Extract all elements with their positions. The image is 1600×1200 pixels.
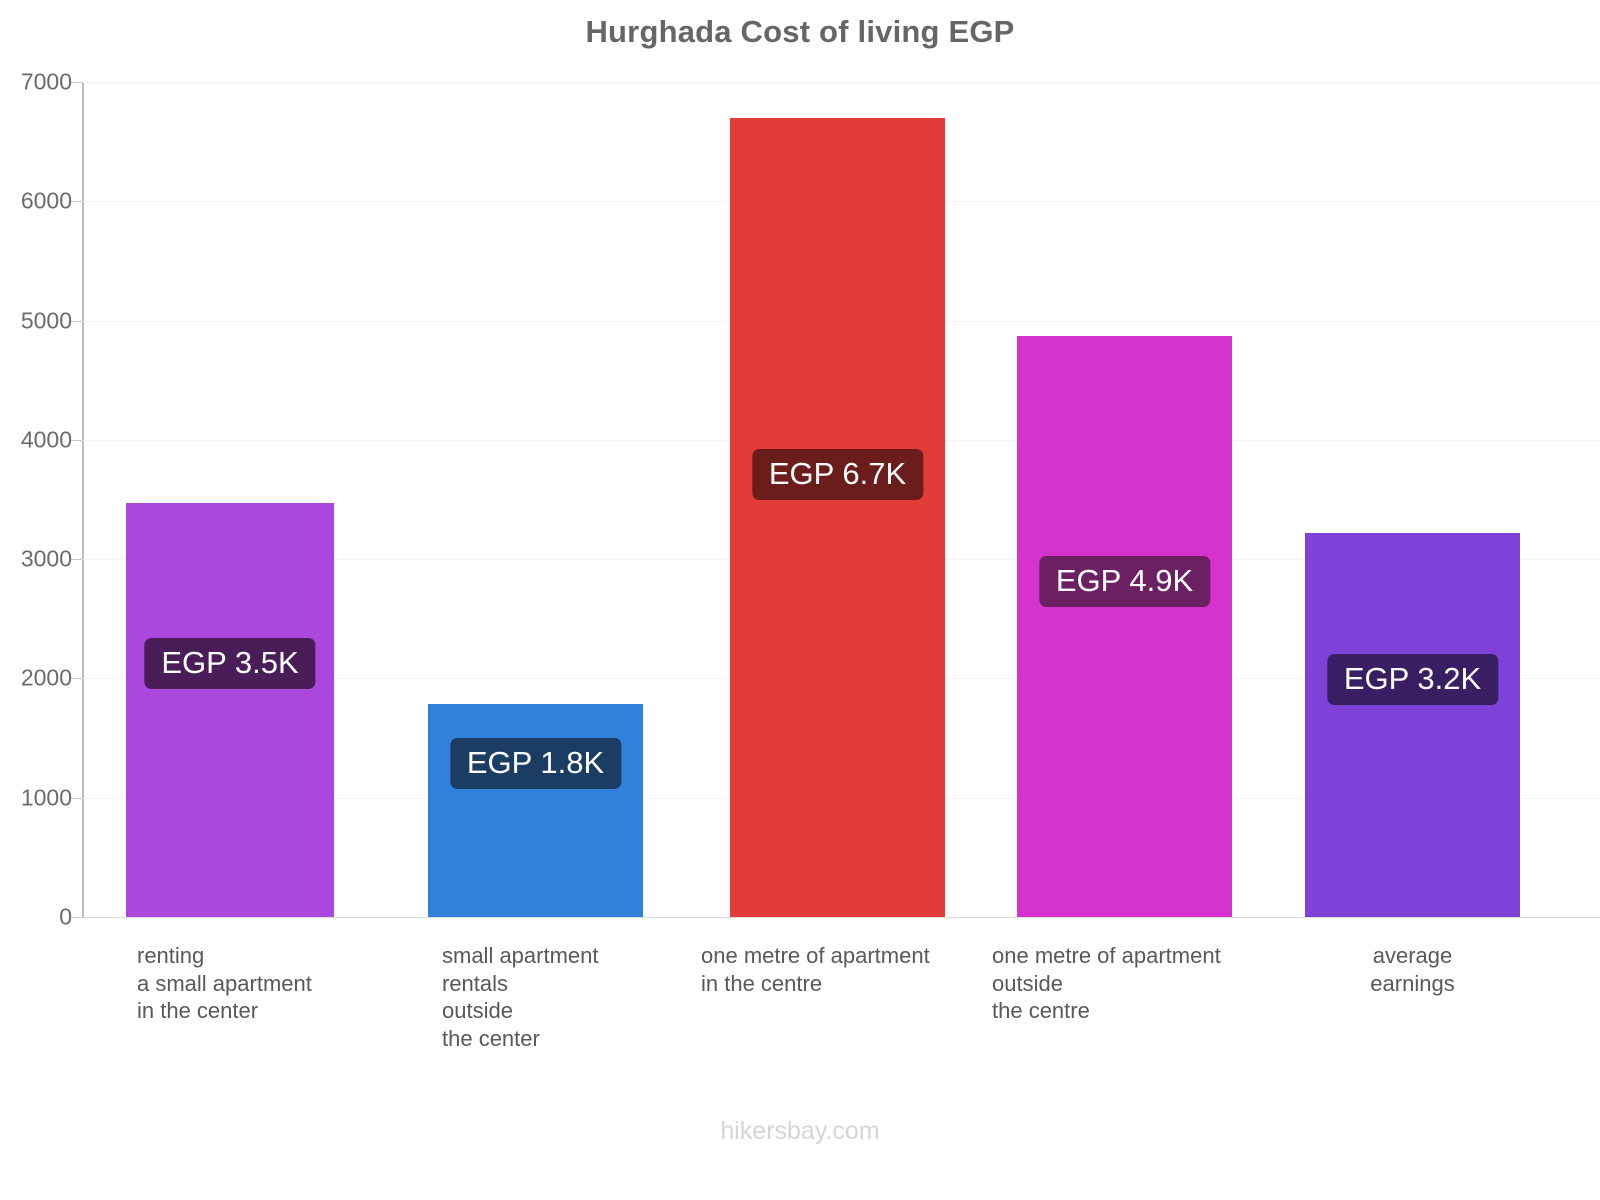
y-tick-mark-3000 <box>71 559 83 561</box>
bar-one-metre-of-apartment-outside-the-centre[interactable]: EGP 4.9K <box>1017 336 1232 917</box>
y-tick-mark-6000 <box>71 201 83 203</box>
y-tick-label-3000: 3000 <box>20 545 72 572</box>
bar-value-label-one-metre-of-apartment-outside-the-centre: EGP 4.9K <box>1038 556 1211 607</box>
y-tick-mark-2000 <box>71 678 83 680</box>
y-tick-label-4000: 4000 <box>20 426 72 453</box>
category-label-average-earnings: average earnings <box>1370 943 1455 996</box>
y-tick-mark-5000 <box>71 320 83 322</box>
bar-small-apartment-rentals-outside-the-center[interactable]: EGP 1.8K <box>428 704 643 917</box>
y-axis-line <box>82 82 84 918</box>
category-label-one-metre-of-apartment-in-the-centre: one metre of apartment in the centre <box>701 943 930 996</box>
bar-renting-a-small-apartment-in-the-center[interactable]: EGP 3.5K <box>126 503 334 917</box>
y-tick-label-2000: 2000 <box>20 664 72 691</box>
y-tick-label-0: 0 <box>59 903 72 930</box>
category-label-small-apartment-rentals-outside-the-center: small apartment rentals outside the cent… <box>442 943 599 1051</box>
plot-area: 0 1000 2000 3000 4000 5000 6000 7000 EGP 3.5K EGP… <box>21 69 1600 930</box>
y-tick-label-5000: 5000 <box>20 307 72 334</box>
gridline-0 <box>69 917 1600 918</box>
y-tick-label-1000: 1000 <box>20 784 72 811</box>
page-title: Hurghada Cost of living EGP <box>585 14 1015 49</box>
bar-value-label-small-apartment-rentals-outside-the-center: EGP 1.8K <box>449 738 622 789</box>
bar-one-metre-of-apartment-in-the-centre[interactable]: EGP 6.7K <box>730 118 945 917</box>
bar-value-label-average-earnings: EGP 3.2K <box>1326 654 1499 705</box>
gridline-7000 <box>83 82 1600 83</box>
y-tick-mark-0 <box>71 917 83 918</box>
y-tick-mark-4000 <box>71 439 83 441</box>
site-watermark: hikersbay.com <box>720 1117 880 1145</box>
y-tick-label-6000: 6000 <box>20 187 72 214</box>
bar-average-earnings[interactable]: EGP 3.2K <box>1305 533 1520 917</box>
bar-value-label-one-metre-of-apartment-in-the-centre: EGP 6.7K <box>751 449 924 500</box>
bar-value-label-renting-a-small-apartment-in-the-center: EGP 3.5K <box>144 638 316 689</box>
category-label-one-metre-of-apartment-outside-the-centre: one metre of apartment outside the centr… <box>992 943 1221 1023</box>
y-tick-mark-7000 <box>71 82 83 83</box>
y-tick-mark-1000 <box>71 797 83 799</box>
y-tick-label-7000: 7000 <box>20 68 72 95</box>
category-label-renting-a-small-apartment-in-the-center: renting a small apartment in the center <box>137 943 312 1023</box>
